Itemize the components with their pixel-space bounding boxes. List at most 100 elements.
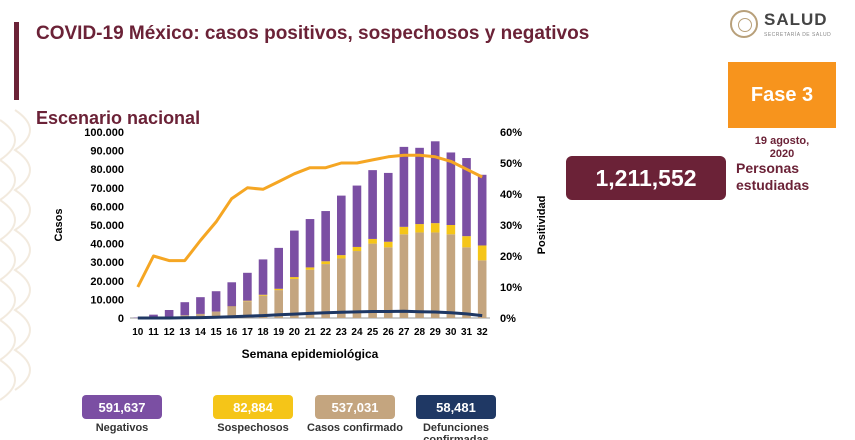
bar-segment — [430, 141, 440, 224]
y-tick-label: 10.000 — [90, 294, 124, 306]
people-label-line2: estudiadas — [736, 177, 810, 193]
x-tick-label: 18 — [257, 327, 269, 338]
x-tick-label: 13 — [179, 327, 191, 338]
bar-segment — [368, 170, 377, 239]
x-tick-label: 19 — [273, 327, 285, 338]
x-tick-label: 30 — [445, 327, 457, 338]
bar-segment — [399, 146, 409, 227]
bar-segment — [290, 277, 299, 279]
x-tick-label: 20 — [289, 327, 301, 338]
stat-confirmados-value: 537,031 — [315, 395, 395, 419]
page-title: COVID-19 México: casos positivos, sospec… — [36, 23, 590, 44]
bar-segment — [352, 185, 362, 247]
bar-segment — [305, 219, 315, 268]
bar-segment — [368, 243, 377, 318]
bar-segment — [383, 241, 393, 248]
title-accent-bar — [14, 22, 19, 100]
logo-text: SALUD — [764, 10, 828, 29]
x-tick-label: 22 — [320, 327, 332, 338]
bar-segment — [337, 258, 346, 318]
bar-segment — [462, 236, 471, 248]
y-tick-label: 30.000 — [90, 257, 124, 269]
bar-segment — [383, 172, 393, 242]
bar-segment — [274, 247, 283, 289]
bar-segment — [149, 314, 158, 318]
x-tick-label: 25 — [367, 327, 379, 338]
bar-segment — [477, 245, 487, 261]
bar-segment — [321, 211, 330, 262]
y2-tick-label: 0% — [500, 313, 516, 325]
stat-defunciones-value: 58,481 — [416, 395, 496, 419]
y2-tick-label: 50% — [500, 158, 522, 170]
bar-segment — [352, 251, 362, 318]
y2-tick-label: 10% — [500, 282, 522, 294]
x-tick-label: 15 — [211, 327, 223, 338]
bar-segment — [462, 247, 471, 318]
stat-negativos-label: Negativos — [95, 422, 149, 434]
bar-segment — [430, 223, 440, 233]
report-date-line1: 19 agosto, — [754, 135, 810, 147]
bar-segment — [415, 224, 424, 233]
bar-segment — [399, 234, 409, 318]
x-tick-label: 12 — [164, 327, 176, 338]
bar-segment — [211, 311, 221, 318]
y2-axis-label: Positividad — [536, 196, 548, 255]
logo-subtext: SECRETARÍA DE SALUD — [764, 32, 832, 38]
deaths-line — [137, 309, 483, 320]
bar-segment — [446, 225, 456, 235]
y-tick-label: 60.000 — [90, 201, 124, 213]
bar-segment — [227, 282, 237, 307]
bar-segment — [164, 310, 174, 317]
bar-segment — [352, 246, 362, 252]
bar-segment — [274, 290, 283, 318]
x-tick-label: 28 — [414, 327, 426, 338]
stat-confirmados-label: Casos confirmado — [307, 422, 403, 434]
x-tick-label: 31 — [461, 327, 473, 338]
x-tick-label: 27 — [398, 327, 410, 338]
bar-segment — [368, 238, 377, 244]
y-tick-label: 20.000 — [90, 276, 124, 288]
y2-tick-label: 20% — [500, 251, 522, 263]
bar-segment — [258, 259, 268, 295]
bar-segment — [477, 260, 487, 318]
bar-segment — [211, 291, 221, 312]
report-date: 19 agosto, 2020 — [728, 135, 836, 161]
bar-segment — [477, 174, 487, 246]
y-axis-label: Casos — [53, 208, 65, 241]
bar-segment — [337, 195, 346, 256]
y2-tick-label: 30% — [500, 220, 522, 232]
bar-segment — [305, 269, 315, 318]
bar-segment — [180, 302, 190, 316]
decorative-pattern — [0, 109, 31, 401]
bar-segment — [196, 313, 205, 318]
y-tick-label: 70.000 — [90, 183, 124, 195]
x-tick-label: 17 — [242, 327, 254, 338]
bar-segment — [430, 232, 440, 318]
page-subtitle: Escenario nacional — [36, 108, 201, 128]
y-tick-label: 100.000 — [84, 127, 124, 139]
bar-segment — [290, 230, 299, 278]
bar-segment — [415, 147, 424, 225]
y-tick-label: 80.000 — [90, 164, 124, 176]
y-tick-label: 90.000 — [90, 146, 124, 158]
x-tick-label: 24 — [351, 327, 363, 338]
bar-segment — [258, 294, 268, 296]
positivity-line — [136, 153, 483, 288]
bar-segment — [243, 300, 252, 302]
stat-defunciones-label: Defunciones confirmadas — [422, 422, 489, 440]
bar-segment — [227, 306, 237, 318]
stat-negativos-value: 591,637 — [82, 395, 162, 419]
y2-tick-label: 40% — [500, 189, 522, 201]
y2-tick-label: 60% — [500, 127, 522, 139]
bar-segment — [446, 152, 456, 225]
x-tick-label: 10 — [132, 327, 144, 338]
x-tick-label: 11 — [148, 327, 159, 338]
phase-badge: Fase 3 — [728, 62, 836, 128]
bar-segment — [258, 295, 268, 318]
y-tick-label: 40.000 — [90, 239, 124, 251]
y-tick-label: 0 — [118, 313, 124, 325]
x-axis-label: Semana epidemiológica — [242, 347, 379, 361]
people-studied-count: 1,211,552 — [566, 156, 726, 200]
x-tick-label: 14 — [195, 327, 207, 338]
